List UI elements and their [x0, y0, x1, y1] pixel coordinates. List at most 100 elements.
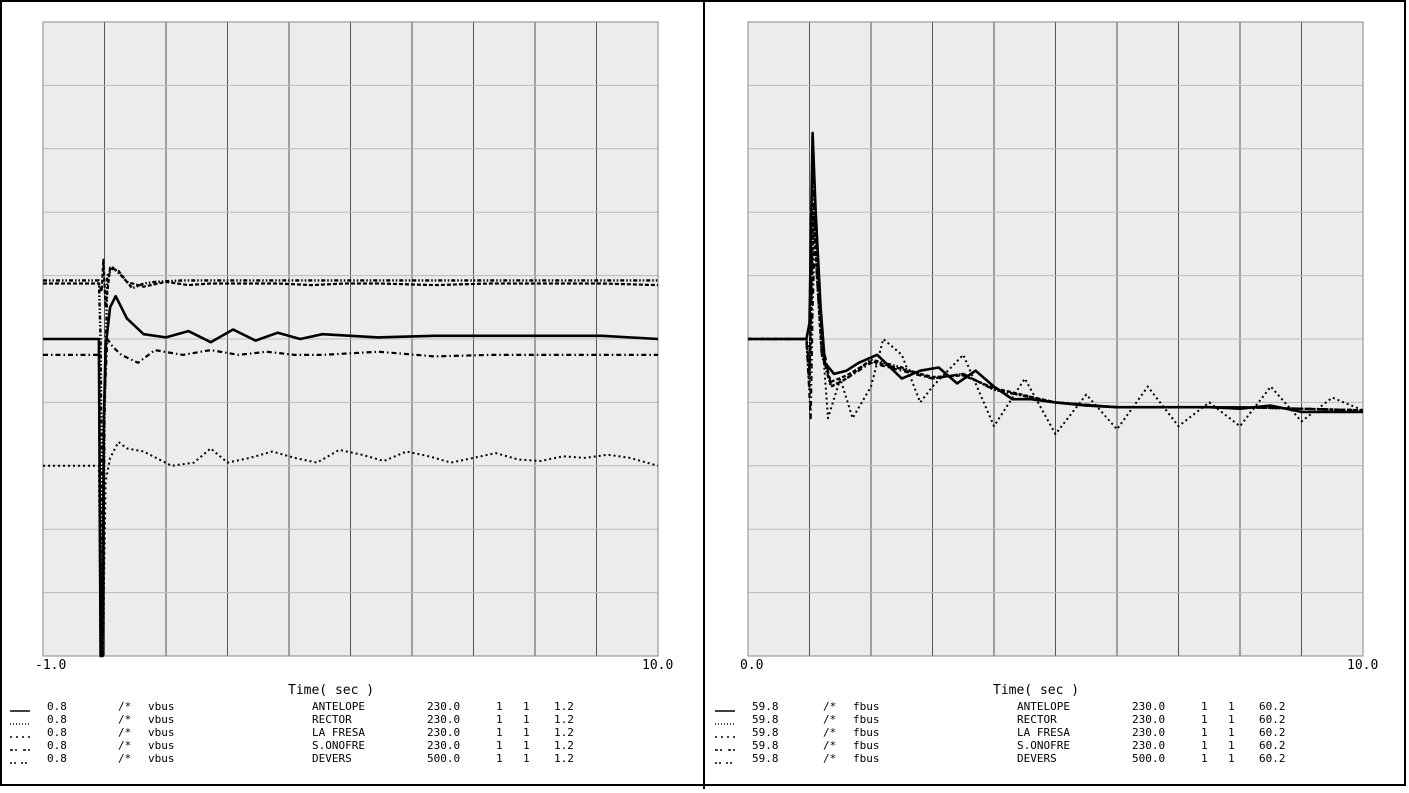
legend-kv: 230.0 — [1132, 713, 1165, 726]
legend-row: 0.8 /* vbus LA FRESA 230.0 1 1 1.2 — [10, 726, 574, 739]
legend-bus-name: LA FRESA — [312, 726, 365, 739]
legend-bus-name: ANTELOPE — [1017, 700, 1070, 713]
chart-panel-fbus: 0.0 10.0 Time( sec ) 59.8 /* fbus ANTELOPE 230.… — [705, 0, 1406, 789]
legend-row: 59.8 /* fbus LA FRESA 230.0 1 1 60.2 — [715, 726, 1286, 739]
legend-min: 59.8 — [752, 739, 779, 752]
legend-comment: /* — [118, 726, 131, 739]
series-line-antelope — [43, 294, 659, 658]
legend-bus-name: S.ONOFRE — [312, 739, 365, 752]
legend-variable: vbus — [148, 752, 175, 765]
legend-id: 1 — [523, 726, 530, 739]
legend: 59.8/* fbus ANTELOPE 230.0 1 1 60.259.8/* fbus R… — [715, 700, 1286, 765]
series-group — [43, 258, 659, 658]
x-tick-label: 0.0 — [740, 658, 763, 673]
legend-max: 1.2 — [554, 726, 574, 739]
legend-id: 1 — [523, 752, 530, 765]
series-line-s-onofre — [43, 266, 658, 658]
legend-comment: /* — [823, 739, 836, 752]
legend-kv: 500.0 — [427, 752, 460, 765]
legend-variable: fbus — [853, 713, 880, 726]
legend-comment: /* — [823, 700, 836, 713]
legend-bus-name: DEVERS — [1017, 752, 1057, 765]
chart-panel-vbus: -1.0 10.0 Time( sec ) 0.8 /* vbus ANTELOPE 230.… — [0, 0, 703, 789]
chart-fbus: 0.0 10.0 Time( sec ) 59.8 /* fbus ANTELOPE 230.… — [715, 21, 1378, 765]
x-tick-label: 10.0 — [1347, 658, 1378, 673]
legend-variable: fbus — [853, 726, 880, 739]
legend-variable: fbus — [853, 752, 880, 765]
series-line-la-fresa — [43, 337, 658, 658]
legend-comment: /* — [118, 700, 131, 713]
legend-min: 0.8 — [47, 752, 67, 765]
legend-id: 1 — [1201, 739, 1208, 752]
legend-variable: fbus — [853, 739, 880, 752]
legend-kv: 230.0 — [1132, 726, 1165, 739]
series-line-rector — [43, 441, 659, 657]
legend-id: 1 — [1228, 739, 1235, 752]
legend-id: 1 — [523, 713, 530, 726]
legend-max: 1.2 — [554, 713, 574, 726]
legend-id: 1 — [496, 726, 503, 739]
legend-max: 1.2 — [554, 700, 574, 713]
legend-max: 60.2 — [1259, 739, 1286, 752]
legend-bus-name: RECTOR — [312, 713, 352, 726]
legend-variable: vbus — [148, 713, 175, 726]
legend-variable: fbus — [853, 700, 880, 713]
legend-row: 59.8 /* fbus RECTOR 230.0 1 1 60.2 — [715, 713, 1286, 726]
legend-id: 1 — [496, 700, 503, 713]
legend-row: 59.8 /* fbus S.ONOFRE 230.0 1 1 60.2 — [715, 739, 1286, 752]
legend-variable: vbus — [148, 739, 175, 752]
legend-min: 0.8 — [47, 739, 67, 752]
legend-comment: /* — [118, 713, 131, 726]
legend-id: 1 — [1228, 700, 1235, 713]
legend-id: 1 — [1201, 726, 1208, 739]
legend-id: 1 — [1228, 752, 1235, 765]
legend-variable: vbus — [148, 726, 175, 739]
x-axis-label: Time( sec ) — [288, 683, 374, 698]
legend-comment: /* — [823, 726, 836, 739]
legend-id: 1 — [1201, 752, 1208, 765]
legend-max: 60.2 — [1259, 700, 1286, 713]
legend: 0.8/* vbus ANTELOPE 230.0 1 1 1.20.8/* vbus RECT… — [10, 700, 574, 765]
x-axis-label: Time( sec ) — [993, 683, 1079, 698]
legend-row: 0.8 /* vbus S.ONOFRE 230.0 1 1 1.2 — [10, 739, 574, 752]
legend-kv: 230.0 — [427, 713, 460, 726]
x-tick-label: -1.0 — [35, 658, 66, 673]
legend-min: 0.8 — [47, 700, 67, 713]
legend-id: 1 — [1201, 713, 1208, 726]
legend-kv: 230.0 — [427, 739, 460, 752]
series-line-s-onofre — [748, 179, 1364, 412]
legend-row: 0.8 /* vbus RECTOR 230.0 1 1 1.2 — [10, 713, 574, 726]
legend-min: 0.8 — [47, 726, 67, 739]
legend-kv: 500.0 — [1132, 752, 1165, 765]
legend-kv: 230.0 — [427, 700, 460, 713]
chart-vbus: -1.0 10.0 Time( sec ) 0.8 /* vbus ANTELOPE 230.… — [10, 21, 673, 765]
legend-comment: /* — [823, 713, 836, 726]
legend-variable: vbus — [148, 700, 175, 713]
legend-min: 59.8 — [752, 752, 779, 765]
series-line-devers — [43, 258, 659, 309]
legend-bus-name: RECTOR — [1017, 713, 1057, 726]
legend-kv: 230.0 — [427, 726, 460, 739]
legend-kv: 230.0 — [1132, 700, 1165, 713]
legend-min: 59.8 — [752, 700, 779, 713]
legend-id: 1 — [1228, 713, 1235, 726]
legend-max: 60.2 — [1259, 713, 1286, 726]
legend-max: 60.2 — [1259, 752, 1286, 765]
x-tick-label: 10.0 — [642, 658, 673, 673]
legend-bus-name: DEVERS — [312, 752, 352, 765]
legend-row: 0.8 /* vbus DEVERS 500.0 1 1 1.2 — [10, 752, 574, 765]
legend-min: 59.8 — [752, 726, 779, 739]
legend-id: 1 — [496, 752, 503, 765]
legend-comment: /* — [823, 752, 836, 765]
legend-row: 59.8 /* fbus DEVERS 500.0 1 1 60.2 — [715, 752, 1286, 765]
legend-comment: /* — [118, 752, 131, 765]
legend-row: 0.8 /* vbus ANTELOPE 230.0 1 1 1.2 — [10, 700, 574, 713]
legend-id: 1 — [523, 700, 530, 713]
legend-max: 1.2 — [554, 752, 574, 765]
legend-id: 1 — [523, 739, 530, 752]
legend-bus-name: LA FRESA — [1017, 726, 1070, 739]
legend-id: 1 — [496, 713, 503, 726]
legend-bus-name: S.ONOFRE — [1017, 739, 1070, 752]
series-group — [748, 131, 1364, 436]
legend-max: 1.2 — [554, 739, 574, 752]
